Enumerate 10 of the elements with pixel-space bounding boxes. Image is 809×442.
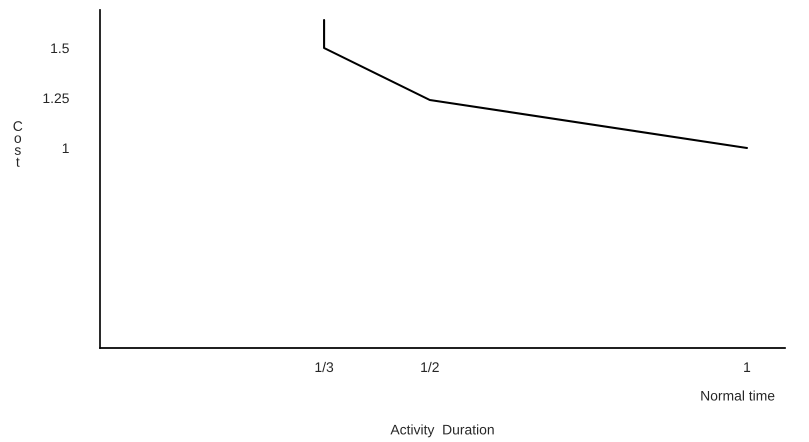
x-tick-label: 1/2	[421, 362, 439, 372]
y-tick-label: 1.25	[43, 93, 69, 104]
x-axis-title: Activity Duration	[390, 424, 494, 438]
y-tick-label: 1.5	[51, 43, 69, 54]
x-tick-label: 1/3	[315, 362, 334, 372]
x-tick-label: 1	[744, 362, 750, 372]
y-axis-title: Cost	[13, 121, 22, 167]
line-series	[323, 18, 748, 150]
y-tick-label: 1	[62, 143, 69, 154]
text: Normal time	[701, 390, 774, 401]
